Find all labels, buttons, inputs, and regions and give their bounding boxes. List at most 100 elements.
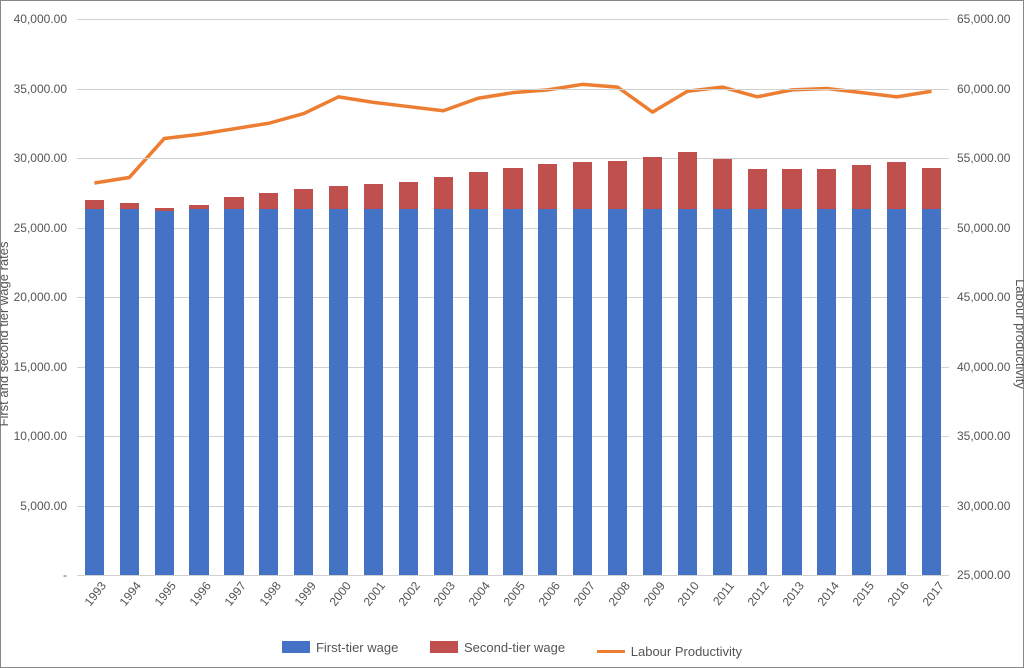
bar-group: [678, 19, 697, 575]
legend-item-labour-prod: Labour Productivity: [597, 644, 742, 659]
bar-second-tier: [189, 205, 208, 209]
bar-second-tier: [573, 162, 592, 209]
plot-area: [77, 19, 949, 575]
x-tick: 2002: [396, 579, 423, 609]
bar-group: [329, 19, 348, 575]
y-right-tick: 60,000.00: [951, 82, 1023, 96]
bar-second-tier: [748, 169, 767, 209]
bar-second-tier: [294, 189, 313, 210]
y-left-tick: 5,000.00: [1, 499, 73, 513]
legend-swatch-labour-prod: [597, 650, 625, 653]
y-left-tick: 20,000.00: [1, 290, 73, 304]
bar-first-tier: [538, 209, 557, 575]
y-right-tick: 55,000.00: [951, 151, 1023, 165]
bar-first-tier: [817, 209, 836, 575]
legend-swatch-first-tier: [282, 641, 310, 653]
bar-first-tier: [469, 209, 488, 575]
bar-second-tier: [434, 177, 453, 209]
bar-second-tier: [713, 159, 732, 209]
y-left-tick: 30,000.00: [1, 151, 73, 165]
bar-second-tier: [399, 182, 418, 210]
legend: First-tier wage Second-tier wage Labour …: [1, 640, 1023, 660]
bar-group: [748, 19, 767, 575]
x-tick: 2003: [431, 579, 458, 609]
x-tick: 2012: [745, 579, 772, 609]
bar-second-tier: [538, 164, 557, 210]
x-tick: 1999: [291, 579, 318, 609]
y-left-tick: -: [1, 568, 73, 582]
x-tick: 2000: [326, 579, 353, 609]
bar-second-tier: [852, 165, 871, 209]
bar-first-tier: [294, 209, 313, 575]
x-tick: 1993: [82, 579, 109, 609]
bar-group: [643, 19, 662, 575]
bar-second-tier: [259, 193, 278, 210]
x-tick: 2008: [605, 579, 632, 609]
x-axis-ticks: 1993199419951996199719981999200020012002…: [77, 577, 949, 637]
bar-group: [887, 19, 906, 575]
bar-first-tier: [329, 209, 348, 575]
x-tick: 2004: [466, 579, 493, 609]
x-tick: 1996: [187, 579, 214, 609]
x-tick: 2001: [361, 579, 388, 609]
bar-group: [573, 19, 592, 575]
bar-first-tier: [608, 209, 627, 575]
x-tick: 2005: [501, 579, 528, 609]
bar-second-tier: [817, 169, 836, 209]
bar-second-tier: [608, 161, 627, 210]
x-tick: 1998: [256, 579, 283, 609]
bar-second-tier: [120, 203, 139, 210]
bar-group: [85, 19, 104, 575]
bar-first-tier: [573, 209, 592, 575]
bar-first-tier: [643, 209, 662, 575]
legend-label-labour-prod: Labour Productivity: [631, 644, 742, 659]
y-right-ticks: 25,000.0030,000.0035,000.0040,000.0045,0…: [951, 19, 1023, 575]
y-right-tick: 45,000.00: [951, 290, 1023, 304]
y-left-tick: 25,000.00: [1, 221, 73, 235]
bar-group: [817, 19, 836, 575]
bar-first-tier: [678, 209, 697, 575]
bar-group: [189, 19, 208, 575]
bar-second-tier: [782, 169, 801, 209]
bar-group: [852, 19, 871, 575]
x-tick: 1994: [117, 579, 144, 609]
x-tick: 2007: [570, 579, 597, 609]
y-left-ticks: -5,000.0010,000.0015,000.0020,000.0025,0…: [1, 19, 73, 575]
bar-first-tier: [155, 211, 174, 575]
bar-second-tier: [155, 208, 174, 211]
x-tick: 2009: [640, 579, 667, 609]
y-right-tick: 40,000.00: [951, 360, 1023, 374]
y-right-tick: 50,000.00: [951, 221, 1023, 235]
bar-second-tier: [224, 197, 243, 210]
y-left-tick: 10,000.00: [1, 429, 73, 443]
y-left-tick: 15,000.00: [1, 360, 73, 374]
y-right-tick: 65,000.00: [951, 12, 1023, 26]
bar-first-tier: [748, 209, 767, 575]
legend-item-second-tier: Second-tier wage: [430, 640, 565, 655]
bar-second-tier: [678, 152, 697, 209]
x-tick: 1997: [222, 579, 249, 609]
bar-first-tier: [887, 209, 906, 575]
bar-group: [469, 19, 488, 575]
y-right-tick: 35,000.00: [951, 429, 1023, 443]
bar-group: [538, 19, 557, 575]
x-tick: 2015: [849, 579, 876, 609]
x-tick: 2017: [919, 579, 946, 609]
y-left-tick: 35,000.00: [1, 82, 73, 96]
bar-second-tier: [469, 172, 488, 210]
y-right-tick: 25,000.00: [951, 568, 1023, 582]
y-left-tick: 40,000.00: [1, 12, 73, 26]
bar-first-tier: [922, 209, 941, 575]
bar-group: [259, 19, 278, 575]
bar-first-tier: [503, 209, 522, 575]
bar-group: [434, 19, 453, 575]
bar-second-tier: [364, 184, 383, 209]
bar-first-tier: [120, 209, 139, 575]
bar-second-tier: [887, 162, 906, 209]
bar-first-tier: [782, 209, 801, 575]
legend-swatch-second-tier: [430, 641, 458, 653]
bar-second-tier: [503, 168, 522, 210]
bar-group: [155, 19, 174, 575]
legend-label-second-tier: Second-tier wage: [464, 640, 565, 655]
bar-group: [399, 19, 418, 575]
